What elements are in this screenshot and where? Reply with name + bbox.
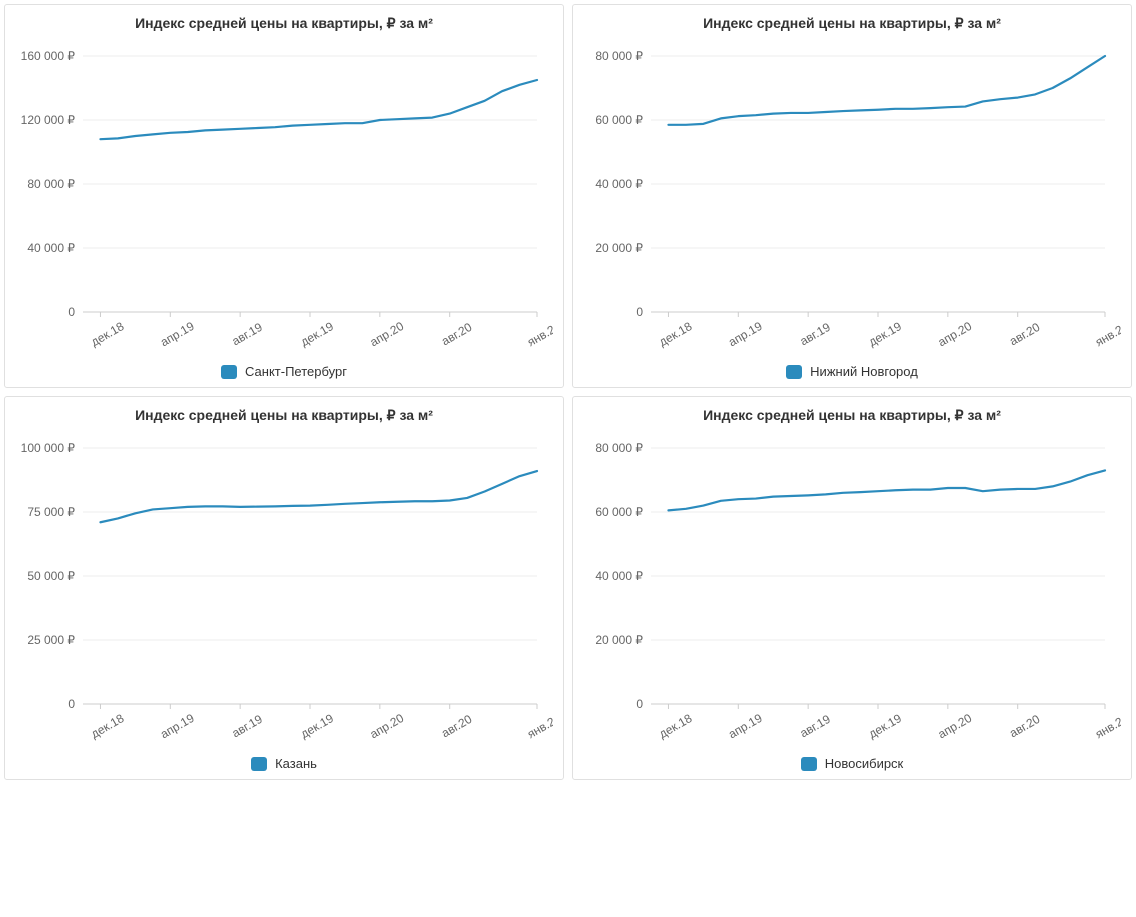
svg-text:авг.20: авг.20: [439, 320, 475, 349]
svg-text:апр.19: апр.19: [158, 711, 197, 742]
svg-text:0: 0: [68, 305, 75, 319]
chart-area-nn: 0 20 000 ₽ 40 000 ₽ 60 000 ₽ 80 000 ₽ дек.18 а…: [583, 38, 1121, 358]
svg-text:60 000 ₽: 60 000 ₽: [595, 505, 643, 519]
legend-nsk: Новосибирск: [583, 756, 1121, 771]
svg-text:0: 0: [68, 697, 75, 711]
svg-text:апр.20: апр.20: [936, 319, 975, 350]
svg-text:25 000 ₽: 25 000 ₽: [27, 633, 75, 647]
chart-area-kazan: 0 25 000 ₽ 50 000 ₽ 75 000 ₽ 100 000 ₽ дек.18…: [15, 430, 553, 750]
svg-text:авг.20: авг.20: [1007, 712, 1043, 741]
chart-area-nsk: 0 20 000 ₽ 40 000 ₽ 60 000 ₽ 80 000 ₽ дек.18 а…: [583, 430, 1121, 750]
svg-text:авг.19: авг.19: [230, 712, 266, 741]
svg-text:120 000 ₽: 120 000 ₽: [21, 113, 76, 127]
chart-title: Индекс средней цены на квартиры, ₽ за м²: [15, 407, 553, 424]
svg-text:дек.19: дек.19: [298, 319, 336, 349]
svg-text:дек.18: дек.18: [89, 319, 127, 349]
legend-label: Казань: [275, 756, 317, 771]
chart-svg-spb: 0 40 000 ₽ 80 000 ₽ 120 000 ₽ 160 000 ₽ дек.1…: [15, 38, 553, 358]
legend-kazan: Казань: [15, 756, 553, 771]
svg-text:20 000 ₽: 20 000 ₽: [595, 241, 643, 255]
chart-title: Индекс средней цены на квартиры, ₽ за м²: [583, 15, 1121, 32]
svg-text:авг.19: авг.19: [798, 320, 834, 349]
svg-text:40 000 ₽: 40 000 ₽: [595, 569, 643, 583]
svg-text:янв.21: янв.21: [525, 319, 553, 349]
svg-text:80 000 ₽: 80 000 ₽: [27, 177, 75, 191]
svg-text:дек.18: дек.18: [89, 711, 127, 741]
svg-text:40 000 ₽: 40 000 ₽: [27, 241, 75, 255]
svg-text:дек.19: дек.19: [866, 711, 904, 741]
svg-text:40 000 ₽: 40 000 ₽: [595, 177, 643, 191]
svg-text:янв.21: янв.21: [1093, 711, 1121, 741]
chart-title: Индекс средней цены на квартиры, ₽ за м²: [583, 407, 1121, 424]
legend-label: Нижний Новгород: [810, 364, 918, 379]
legend-spb: Санкт-Петербург: [15, 364, 553, 379]
chart-svg-nsk: 0 20 000 ₽ 40 000 ₽ 60 000 ₽ 80 000 ₽ дек.18 а…: [583, 430, 1121, 750]
chart-svg-kazan: 0 25 000 ₽ 50 000 ₽ 75 000 ₽ 100 000 ₽ дек.18…: [15, 430, 553, 750]
chart-grid: Индекс средней цены на квартиры, ₽ за м²…: [4, 4, 1132, 780]
svg-text:80 000 ₽: 80 000 ₽: [595, 441, 643, 455]
svg-text:20 000 ₽: 20 000 ₽: [595, 633, 643, 647]
svg-text:апр.20: апр.20: [368, 319, 407, 350]
svg-text:дек.19: дек.19: [866, 319, 904, 349]
svg-text:апр.19: апр.19: [158, 319, 197, 350]
svg-text:янв.21: янв.21: [525, 711, 553, 741]
svg-text:авг.20: авг.20: [439, 712, 475, 741]
legend-swatch-icon: [801, 757, 817, 771]
legend-label: Санкт-Петербург: [245, 364, 347, 379]
svg-text:апр.20: апр.20: [936, 711, 975, 742]
legend-label: Новосибирск: [825, 756, 904, 771]
svg-text:авг.19: авг.19: [798, 712, 834, 741]
svg-text:0: 0: [636, 697, 643, 711]
svg-text:75 000 ₽: 75 000 ₽: [27, 505, 75, 519]
chart-area-spb: 0 40 000 ₽ 80 000 ₽ 120 000 ₽ 160 000 ₽ дек.1…: [15, 38, 553, 358]
svg-text:авг.19: авг.19: [230, 320, 266, 349]
legend-swatch-icon: [251, 757, 267, 771]
legend-swatch-icon: [221, 365, 237, 379]
svg-text:50 000 ₽: 50 000 ₽: [27, 569, 75, 583]
legend-swatch-icon: [786, 365, 802, 379]
svg-text:60 000 ₽: 60 000 ₽: [595, 113, 643, 127]
svg-text:янв.21: янв.21: [1093, 319, 1121, 349]
svg-text:авг.20: авг.20: [1007, 320, 1043, 349]
svg-text:дек.19: дек.19: [298, 711, 336, 741]
svg-text:0: 0: [636, 305, 643, 319]
panel-nsk: Индекс средней цены на квартиры, ₽ за м²…: [572, 396, 1132, 780]
svg-text:160 000 ₽: 160 000 ₽: [21, 49, 76, 63]
chart-svg-nn: 0 20 000 ₽ 40 000 ₽ 60 000 ₽ 80 000 ₽ дек.18 а…: [583, 38, 1121, 358]
chart-title: Индекс средней цены на квартиры, ₽ за м²: [15, 15, 553, 32]
panel-kazan: Индекс средней цены на квартиры, ₽ за м²…: [4, 396, 564, 780]
panel-spb: Индекс средней цены на квартиры, ₽ за м²…: [4, 4, 564, 388]
svg-text:100 000 ₽: 100 000 ₽: [21, 441, 76, 455]
svg-text:апр.19: апр.19: [726, 319, 765, 350]
panel-nn: Индекс средней цены на квартиры, ₽ за м²…: [572, 4, 1132, 388]
svg-text:дек.18: дек.18: [657, 711, 695, 741]
svg-text:апр.19: апр.19: [726, 711, 765, 742]
svg-text:80 000 ₽: 80 000 ₽: [595, 49, 643, 63]
legend-nn: Нижний Новгород: [583, 364, 1121, 379]
svg-text:дек.18: дек.18: [657, 319, 695, 349]
svg-text:апр.20: апр.20: [368, 711, 407, 742]
